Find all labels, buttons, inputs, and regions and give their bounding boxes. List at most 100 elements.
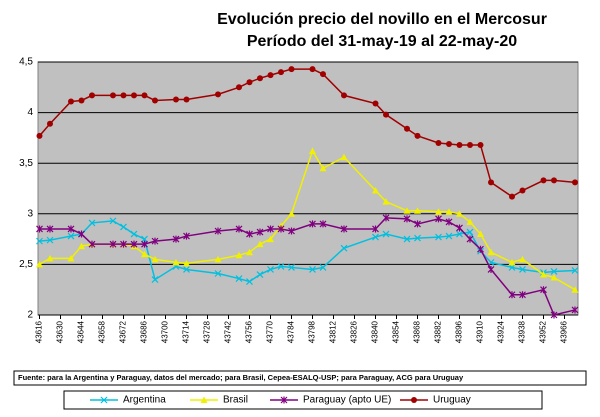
data-point bbox=[246, 278, 253, 286]
data-point bbox=[488, 179, 494, 186]
data-point bbox=[519, 291, 526, 299]
data-point bbox=[267, 72, 274, 79]
data-point bbox=[372, 100, 379, 107]
legend-label: Uruguay bbox=[433, 395, 471, 406]
data-point bbox=[404, 125, 410, 132]
data-point bbox=[141, 92, 148, 99]
legend-label: Brasil bbox=[223, 395, 248, 406]
data-point bbox=[36, 132, 43, 139]
x-tick-label: 43658 bbox=[98, 320, 107, 343]
data-point bbox=[372, 233, 379, 241]
data-point bbox=[288, 264, 295, 271]
data-point bbox=[109, 240, 117, 248]
x-tick-label: 43924 bbox=[497, 320, 506, 343]
data-point bbox=[172, 235, 180, 243]
data-point bbox=[141, 240, 148, 248]
x-tick-label: 43840 bbox=[371, 320, 380, 343]
data-point bbox=[257, 75, 263, 82]
data-point bbox=[277, 262, 285, 270]
legend-marker bbox=[280, 396, 288, 404]
x-tick-label: 43812 bbox=[329, 320, 338, 343]
data-point bbox=[235, 251, 243, 259]
data-point bbox=[550, 268, 558, 275]
footnote-box bbox=[13, 370, 587, 386]
data-point bbox=[519, 255, 526, 263]
x-tick-label: 43616 bbox=[35, 320, 44, 343]
data-point bbox=[508, 264, 516, 271]
data-point bbox=[508, 258, 516, 266]
x-tick-label: 43910 bbox=[476, 320, 485, 343]
data-point bbox=[236, 84, 242, 91]
data-point bbox=[550, 274, 558, 281]
data-point bbox=[235, 275, 243, 282]
y-tick-label: 3,5 bbox=[19, 158, 33, 169]
data-point bbox=[151, 255, 159, 263]
data-point bbox=[130, 240, 138, 248]
data-point bbox=[256, 240, 264, 248]
data-point bbox=[46, 225, 54, 233]
data-point bbox=[78, 230, 85, 238]
data-point bbox=[120, 223, 127, 231]
x-tick-label: 43952 bbox=[539, 320, 548, 343]
data-point bbox=[414, 234, 421, 242]
data-point bbox=[68, 98, 74, 105]
data-point bbox=[152, 97, 158, 104]
data-point bbox=[571, 306, 579, 314]
data-point bbox=[445, 232, 453, 240]
data-point bbox=[540, 271, 547, 278]
data-point bbox=[519, 266, 526, 273]
data-point bbox=[340, 244, 348, 252]
data-point bbox=[456, 141, 463, 148]
data-point bbox=[309, 66, 316, 73]
data-point bbox=[267, 266, 274, 273]
data-point bbox=[36, 260, 43, 268]
data-point bbox=[571, 286, 579, 293]
data-point bbox=[571, 267, 579, 274]
data-point bbox=[320, 71, 326, 78]
data-point bbox=[372, 187, 379, 194]
y-tick-label: 2 bbox=[27, 310, 33, 321]
data-point bbox=[540, 177, 547, 184]
x-tick-label: 43728 bbox=[203, 320, 212, 343]
data-point bbox=[414, 207, 421, 214]
data-point bbox=[319, 164, 327, 172]
data-point bbox=[383, 111, 389, 118]
data-point bbox=[256, 228, 264, 236]
data-point bbox=[382, 214, 390, 222]
data-point bbox=[403, 235, 411, 243]
data-point bbox=[446, 140, 452, 147]
data-point bbox=[288, 227, 295, 235]
data-point bbox=[214, 227, 222, 235]
data-point bbox=[477, 141, 484, 148]
data-point bbox=[88, 240, 96, 248]
data-point bbox=[267, 235, 274, 243]
x-tick-label: 43756 bbox=[245, 320, 254, 343]
data-point bbox=[214, 255, 222, 263]
data-point bbox=[78, 242, 85, 250]
data-point bbox=[550, 311, 558, 319]
data-point bbox=[466, 218, 474, 225]
data-point bbox=[120, 240, 127, 248]
footnote: Fuente: para la Argentina y Paraguay, da… bbox=[18, 373, 464, 382]
data-point bbox=[109, 217, 117, 225]
data-point bbox=[467, 141, 473, 148]
data-point bbox=[151, 237, 159, 245]
x-tick-label: 43798 bbox=[308, 320, 317, 343]
legend-label: Paraguay (apto UE) bbox=[303, 395, 391, 406]
data-point bbox=[456, 224, 463, 232]
data-point bbox=[340, 225, 348, 233]
y-tick-label: 3 bbox=[27, 208, 33, 219]
x-tick-label: 43826 bbox=[350, 320, 359, 343]
data-point bbox=[414, 220, 421, 228]
x-tick-label: 43700 bbox=[161, 320, 170, 343]
legend-box bbox=[63, 390, 543, 410]
data-point bbox=[382, 230, 390, 238]
data-point bbox=[246, 248, 253, 256]
data-point bbox=[466, 228, 474, 236]
data-point bbox=[183, 259, 190, 267]
x-tick-label: 43714 bbox=[182, 320, 191, 343]
x-tick-label: 43854 bbox=[392, 320, 401, 343]
data-point bbox=[151, 276, 159, 284]
data-point bbox=[288, 66, 295, 73]
data-point bbox=[414, 132, 421, 139]
